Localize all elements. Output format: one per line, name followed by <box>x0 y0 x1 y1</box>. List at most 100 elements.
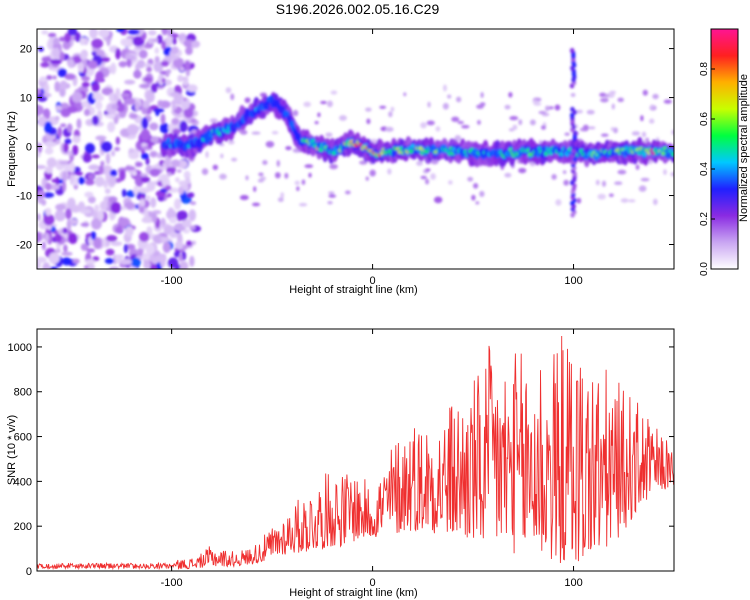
noise-cell <box>100 56 111 63</box>
noise-cell <box>189 225 196 231</box>
noise-cell <box>42 192 55 198</box>
noise-cell <box>77 62 85 73</box>
noise-cell <box>142 100 150 109</box>
noise-cell <box>154 47 160 54</box>
noise-cell <box>44 83 50 94</box>
noise-cell <box>63 244 68 253</box>
scatter-cell <box>420 175 427 180</box>
scatter-cell <box>554 104 561 111</box>
ridge-core <box>543 151 549 156</box>
noise-cell <box>178 254 183 262</box>
scatter-cell <box>563 179 570 186</box>
noise-cell <box>161 174 168 187</box>
scatter-cell <box>212 164 219 171</box>
scatter-cell <box>562 170 567 174</box>
y-tick-label: 1000 <box>8 342 32 354</box>
noise-cell <box>64 73 76 80</box>
noise-cell <box>105 240 110 247</box>
y-tick-label: 10 <box>20 93 32 105</box>
scatter-cell <box>181 184 190 190</box>
scatter-cell <box>284 172 289 179</box>
spike-cell <box>569 48 575 54</box>
noise-cell <box>91 218 102 230</box>
noise-cell <box>42 93 52 98</box>
scatter-cell <box>201 168 209 175</box>
noise-cell <box>66 123 73 133</box>
noise-cell <box>63 142 69 153</box>
noise-cell <box>105 248 115 256</box>
scatter-cell <box>433 196 443 204</box>
noise-cell <box>171 159 181 168</box>
scatter-cell <box>600 133 609 137</box>
noise-cell <box>182 228 190 234</box>
scatter-cell <box>610 127 614 132</box>
ridge-core <box>670 151 674 157</box>
noise-cell <box>54 233 63 243</box>
scatter-cell <box>476 104 484 109</box>
scatter-cell <box>588 126 596 130</box>
noise-cell <box>92 256 100 262</box>
scatter-cell <box>265 140 275 148</box>
noise-cell <box>94 204 100 212</box>
noise-cell <box>108 196 118 203</box>
scatter-cell <box>609 90 617 94</box>
scatter-cell <box>325 132 333 138</box>
x-tick-label: 100 <box>564 577 582 589</box>
scatter-cell <box>369 169 376 177</box>
noise-cell <box>95 135 107 141</box>
noise-cell <box>98 165 104 175</box>
noise-cell <box>183 107 194 119</box>
noise-cell <box>83 265 89 269</box>
noise-cell <box>70 219 78 225</box>
noise-cell <box>91 115 100 126</box>
scatter-cell <box>642 89 648 96</box>
scatter-cell <box>258 172 264 177</box>
scatter-cell <box>176 169 182 173</box>
noise-cell <box>118 217 130 228</box>
noise-cell <box>59 51 65 62</box>
noise-cell <box>100 141 113 153</box>
noise-cell <box>84 143 96 154</box>
noise-cell <box>54 210 66 222</box>
noise-cell <box>91 82 100 93</box>
scatter-cell <box>541 125 546 130</box>
noise-cell <box>39 77 49 82</box>
noise-cell <box>149 150 158 158</box>
noise-cell <box>151 38 159 43</box>
scatter-cell <box>645 137 649 142</box>
noise-cell <box>55 203 66 211</box>
scatter-cell <box>650 104 654 109</box>
noise-cell <box>137 59 146 69</box>
scatter-cell <box>611 103 615 110</box>
noise-cell <box>138 206 145 213</box>
noise-cell <box>132 36 145 47</box>
noise-cell <box>128 113 138 119</box>
scatter-cell <box>274 172 281 179</box>
noise-cell <box>146 180 156 192</box>
noise-cell <box>145 243 155 255</box>
noise-cell <box>82 153 92 163</box>
noise-cell <box>189 255 195 267</box>
noise-cell <box>109 169 118 177</box>
chart-title: S196.2026.002.05.16.C29 <box>275 1 440 17</box>
scatter-cell <box>257 179 264 183</box>
noise-cell <box>133 69 142 79</box>
noise-cell <box>115 87 121 98</box>
noise-cell <box>59 160 71 166</box>
noise-cell <box>143 77 153 82</box>
scatter-cell <box>387 168 392 175</box>
noise-cell <box>153 61 164 73</box>
scatter-cell <box>509 116 519 121</box>
scatter-cell <box>285 146 292 151</box>
noise-cell <box>54 248 61 254</box>
scatter-cell <box>251 131 261 135</box>
noise-cell <box>67 105 78 114</box>
noise-cell <box>62 181 67 193</box>
noise-cell <box>104 188 111 194</box>
heatmap-cells <box>37 29 674 269</box>
noise-cell <box>88 164 100 171</box>
noise-cell <box>177 74 184 83</box>
x-axis-label: Height of straight line (km) <box>289 587 417 599</box>
noise-cell <box>64 138 72 144</box>
